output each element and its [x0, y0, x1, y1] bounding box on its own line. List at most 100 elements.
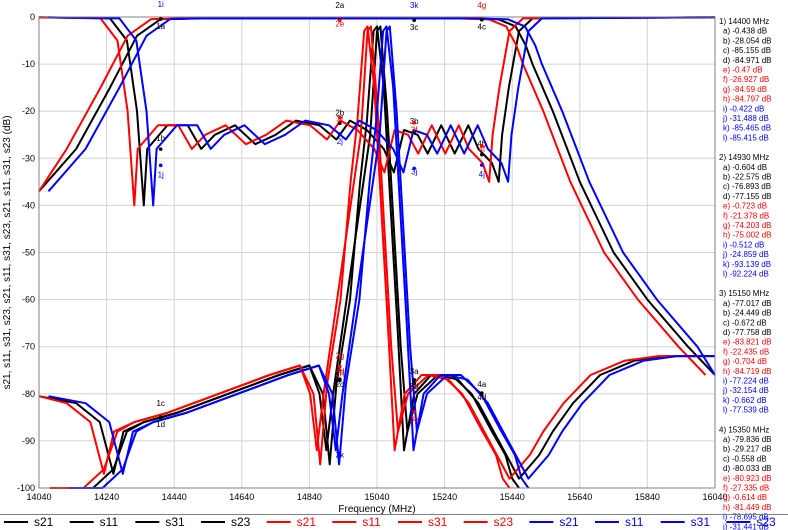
marker-3-readout: d) -77.758 dB [723, 328, 771, 337]
marker-3-readout: h) -84.719 dB [723, 367, 771, 376]
marker-2c-label: 2c [336, 380, 344, 389]
marker-4j-label: 4j [479, 170, 485, 179]
x-tick-label: 15440 [500, 492, 525, 502]
marker-2g-point [338, 364, 342, 369]
marker-3-readout: i) -77.224 dB [723, 377, 769, 386]
marker-3-readout: a) -77.017 dB [723, 299, 771, 308]
legend-s23-black-label: s23 [231, 515, 251, 529]
marker-3d-point [412, 381, 416, 386]
marker-3f-label: 3f [411, 126, 418, 135]
marker-2b-point [338, 121, 342, 126]
marker-1c-label: 1c [156, 399, 164, 408]
marker-1-readout: e) -0.47 dB [723, 66, 763, 75]
marker-1-readout: a) -0.438 dB [723, 27, 767, 36]
marker-2h-point [338, 368, 342, 373]
marker-4-readout: f) -27.335 dB [723, 484, 769, 493]
legend-s23-red-label: s23 [494, 515, 514, 529]
marker-1-readout: b) -28.054 dB [723, 36, 771, 45]
series-s21-blue-line [47, 17, 716, 376]
marker-3e-point [412, 409, 416, 414]
marker-2h-label: 2h [335, 369, 344, 378]
marker-3j-label: 3j [411, 167, 417, 176]
y-tick-label: -90 [22, 436, 35, 446]
y-axis-title: s21, s11, s31, s23, s21, s11, s31, s23, … [2, 115, 13, 389]
marker-4c-label: 4c [478, 23, 486, 32]
y-tick-label: -80 [22, 389, 35, 399]
marker-1-readout: h) -84.797 dB [723, 95, 771, 104]
marker-4b-point [479, 152, 484, 157]
legend-s21-blue-label: s21 [559, 515, 579, 529]
y-tick-label: -20 [22, 106, 35, 116]
marker-2j-label: 2j [337, 137, 343, 146]
marker-3-readout: f) -22.435 dB [723, 347, 769, 356]
marker-4-readout: d) -80.033 dB [723, 464, 771, 473]
marker-3-readout: c) -0.672 dB [723, 318, 767, 327]
marker-3-readout: g) -0.704 dB [723, 357, 767, 366]
marker-3e-label: 3e [410, 415, 419, 424]
marker-2-readout: j) -24.859 dB [722, 250, 769, 259]
marker-3-readout: k) -0.662 dB [723, 396, 767, 405]
x-tick-label: 16040 [702, 492, 727, 502]
x-tick-label: 14240 [94, 492, 119, 502]
y-tick-label: -100 [17, 483, 35, 493]
legend-s11-black-label: s11 [100, 515, 119, 529]
marker-2-readout: g) -74.203 dB [723, 221, 771, 230]
marker-2c-point [338, 377, 342, 381]
marker-1b-label: 1b [156, 134, 165, 143]
series-s11-black-line [38, 16, 716, 207]
x-axis-title: Frequency (MHz) [338, 504, 415, 515]
y-tick-label: -60 [22, 295, 35, 305]
marker-3c-point [412, 18, 416, 22]
marker-3b-point [412, 130, 416, 134]
marker-1a-label: 1a [156, 22, 165, 31]
legend-s11-red-label: s11 [362, 515, 381, 529]
marker-1-readout: c) -85.155 dB [723, 46, 771, 55]
marker-1j-label: 1j [158, 170, 164, 179]
marker-2k-label: 2k [336, 451, 345, 460]
marker-2g-label: 2g [335, 351, 344, 360]
x-tick-label: 15840 [635, 492, 660, 502]
marker-1d-point [158, 415, 163, 420]
chart-markers: 1i1a1b1j1c1d2a2e2b2f2j2g2d2h2c2k3k3c3b3f… [156, 0, 487, 460]
marker-2-frequency: 2) 14930 MHz [719, 153, 769, 162]
legend-s21-red-label: s21 [297, 515, 317, 529]
marker-1-frequency: 1) 14400 MHz [719, 17, 769, 26]
marker-4a-label: 4a [477, 380, 486, 389]
x-tick-label: 15640 [567, 492, 592, 502]
marker-3-readout: j) -32.154 dB [722, 386, 769, 395]
marker-4c-point [479, 17, 484, 22]
series-s21-black-line [38, 17, 716, 376]
marker-4-frequency: 4) 15350 MHz [719, 425, 769, 434]
x-tick-label: 14640 [229, 492, 254, 502]
marker-2j-point [338, 132, 342, 136]
marker-4j-point [479, 163, 484, 167]
series-s21-red-line [38, 17, 707, 376]
chart-tick-labels: 14040 14240 14440 14640 14840 15040 15240 15440… [17, 12, 728, 502]
marker-1d-label: 1d [156, 420, 165, 429]
marker-1-readout: l) -85.415 dB [723, 133, 769, 142]
series-s11-blue-line [48, 16, 716, 207]
marker-1-readout: g) -84.59 dB [723, 85, 767, 94]
legend-s31-blue-label: s31 [691, 515, 711, 529]
marker-2-readout: d) -77.155 dB [723, 192, 771, 201]
legend-s31-black-label: s31 [165, 515, 185, 529]
marker-1i-label: 1i [158, 0, 164, 9]
marker-4-readout: j) -31.441 dB [722, 522, 769, 530]
plot-frame [38, 16, 716, 489]
chart-curves [38, 16, 716, 489]
x-tick-label: 14440 [162, 492, 187, 502]
marker-1a-point [158, 17, 163, 21]
legend-s31-red-label: s31 [428, 515, 448, 529]
marker-4-readout: g) -0.614 dB [723, 493, 767, 502]
marker-2-readout: h) -75.002 dB [723, 231, 771, 240]
marker-3-readout: l) -77.539 dB [723, 406, 769, 415]
marker-4d-label: 4d [477, 393, 486, 402]
chart-legend: s21 s11 s31 s23 s21 s11 s31 s23 s21 s11 s31 s23 [4, 515, 776, 529]
marker-4-readout: b) -29.217 dB [723, 445, 771, 454]
legend-s21-black-label: s21 [34, 515, 54, 529]
marker-4f-point [479, 143, 484, 148]
marker-3c-label: 3c [410, 23, 418, 32]
marker-4-readout: h) -81.449 dB [723, 503, 771, 512]
